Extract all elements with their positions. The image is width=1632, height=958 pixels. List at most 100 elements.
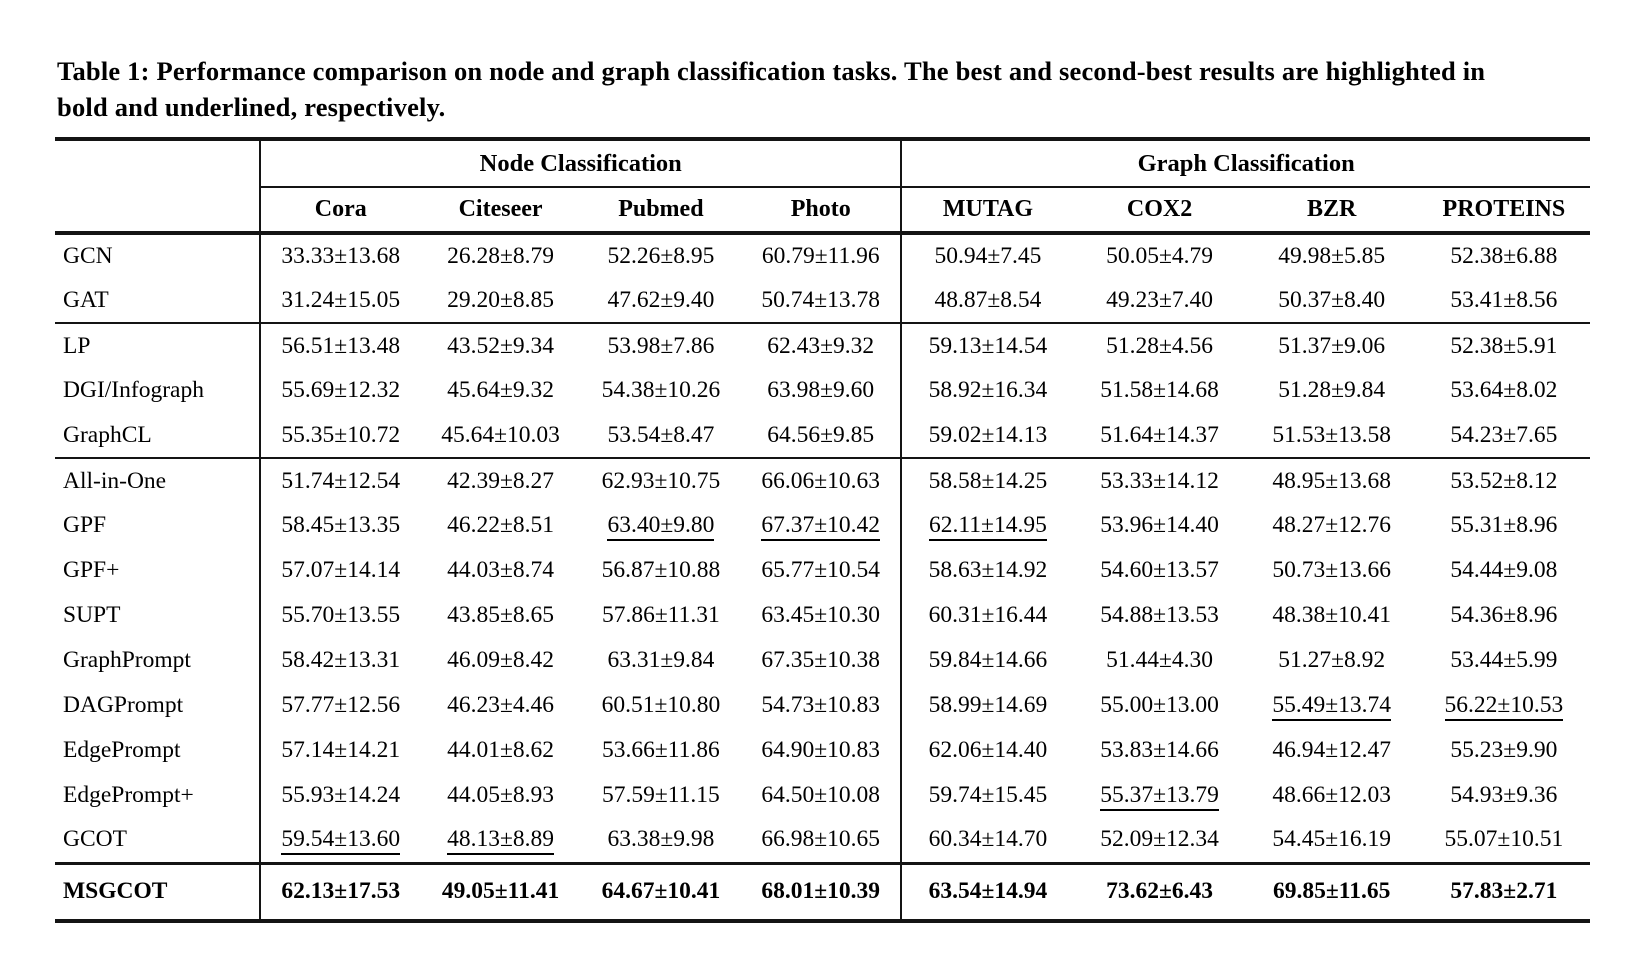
- cell-value: 53.52±8.12: [1450, 467, 1558, 494]
- cell-gpf-pubmed: 56.87±10.88: [581, 548, 741, 593]
- row-label-graphprompt: GraphPrompt: [63, 647, 191, 673]
- cell-value: 67.37±10.42: [761, 512, 881, 541]
- cell-value: 49.05±11.41: [441, 878, 560, 905]
- cell-msgcot-mutag: 63.54±14.94: [900, 863, 1074, 921]
- cell-value: 48.13±8.89: [447, 826, 555, 856]
- cell-gpf-bzr: 48.27±12.76: [1246, 503, 1418, 548]
- cell-graphcl-photo: 64.56±9.85: [741, 413, 901, 458]
- row-label-edgeprompt: EdgePrompt+: [63, 782, 194, 808]
- cell-value: 54.36±8.96: [1450, 602, 1558, 628]
- cell-value: 64.67±10.41: [601, 878, 721, 905]
- table-row-dgi-infograph: DGI/Infograph 55.69±12.32 45.64±9.32 54.38±…: [55, 368, 1590, 413]
- cell-gcn-proteins: 52.38±6.88: [1418, 233, 1590, 278]
- column-header-bzr: BZR: [1307, 196, 1357, 222]
- cell-value: 62.93±10.75: [601, 467, 721, 494]
- cell-value: 66.06±10.63: [761, 467, 881, 494]
- table-row-edgeprompt: EdgePrompt 57.14±14.21 44.01±8.62 53.66±11.…: [55, 728, 1590, 773]
- cell-gpf-bzr: 50.73±13.66: [1246, 548, 1418, 593]
- cell-edgeprompt-bzr: 48.66±12.03: [1246, 773, 1418, 818]
- row-label-gpf: GPF: [63, 512, 107, 538]
- cell-value: 63.98±9.60: [767, 377, 875, 403]
- cell-value: 67.35±10.38: [761, 647, 881, 673]
- cell-all-in-one-pubmed: 62.93±10.75: [581, 458, 741, 503]
- cell-value: 60.34±14.70: [928, 826, 1048, 853]
- cell-edgeprompt-photo: 64.50±10.08: [741, 773, 901, 818]
- cell-value: 65.77±10.54: [761, 557, 881, 583]
- cell-value: 54.60±13.57: [1100, 557, 1219, 583]
- cell-edgeprompt-pubmed: 57.59±11.15: [581, 773, 741, 818]
- cell-msgcot-bzr: 69.85±11.65: [1246, 863, 1418, 921]
- cell-value: 26.28±8.79: [447, 243, 555, 269]
- table-row-gcn: GCN 33.33±13.68 26.28±8.79 52.26±8.95 60.79±…: [55, 233, 1590, 278]
- row-label-supt: SUPT: [63, 602, 121, 628]
- cell-msgcot-citeseer: 49.05±11.41: [420, 863, 580, 921]
- cell-value: 44.03±8.74: [447, 557, 555, 583]
- row-group-1: GCN 33.33±13.68 26.28±8.79 52.26±8.95 60.79±…: [55, 233, 1590, 323]
- cell-value: 54.38±10.26: [601, 377, 721, 403]
- cell-value: 53.96±14.40: [1100, 512, 1219, 538]
- cell-gcn-photo: 60.79±11.96: [741, 233, 901, 278]
- cell-value: 57.07±14.14: [281, 557, 401, 583]
- cell-value: 48.66±12.03: [1272, 782, 1392, 808]
- cell-gcot-proteins: 55.07±10.51: [1418, 818, 1590, 863]
- cell-value: 57.77±12.56: [281, 692, 401, 718]
- cell-value: 48.95±13.68: [1272, 467, 1392, 494]
- cell-value: 50.74±13.78: [761, 286, 881, 313]
- cell-value: 56.22±10.53: [1444, 692, 1564, 721]
- row-label-gat: GAT: [63, 286, 109, 313]
- column-header-row: Cora Citeseer Pubmed Photo MUTAG COX2 BZ…: [55, 187, 1590, 233]
- cell-value: 55.49±13.74: [1272, 692, 1392, 721]
- cell-gat-citeseer: 29.20±8.85: [420, 278, 580, 323]
- cell-lp-citeseer: 43.52±9.34: [420, 323, 580, 368]
- cell-value: 47.62±9.40: [607, 286, 715, 313]
- cell-value: 63.38±9.98: [607, 826, 715, 853]
- table-header: Node Classification Graph Classification…: [55, 139, 1590, 233]
- cell-dagprompt-proteins: 56.22±10.53: [1418, 683, 1590, 728]
- cell-gcn-cox2: 50.05±4.79: [1074, 233, 1246, 278]
- column-header-mutag: MUTAG: [900, 187, 1074, 233]
- row-label-all-in-one: All-in-One: [63, 467, 167, 494]
- group-header-row: Node Classification Graph Classification: [55, 139, 1590, 188]
- cell-dagprompt-cox2: 55.00±13.00: [1074, 683, 1246, 728]
- cell-msgcot-proteins: 57.83±2.71: [1418, 863, 1590, 921]
- cell-dagprompt-bzr: 55.49±13.74: [1246, 683, 1418, 728]
- row-label-gcot: GCOT: [63, 826, 127, 853]
- cell-value: 58.92±16.34: [928, 377, 1048, 403]
- cell-value: 63.40±9.80: [607, 512, 715, 541]
- cell-supt-pubmed: 57.86±11.31: [581, 593, 741, 638]
- cell-graphprompt-photo: 67.35±10.38: [741, 638, 901, 683]
- cell-supt-photo: 63.45±10.30: [741, 593, 901, 638]
- cell-gpf-mutag: 62.11±14.95: [900, 503, 1074, 548]
- cell-value: 59.13±14.54: [928, 332, 1048, 359]
- cell-value: 59.54±13.60: [281, 826, 401, 856]
- cell-graphcl-proteins: 54.23±7.65: [1418, 413, 1590, 458]
- cell-edgeprompt-cora: 57.14±14.21: [259, 728, 421, 773]
- cell-value: 51.58±14.68: [1100, 377, 1219, 403]
- table-row-gpf: GPF 58.45±13.35 46.22±8.51 63.40±9.80 67.37±…: [55, 503, 1590, 548]
- cell-value: 68.01±10.39: [761, 878, 881, 905]
- cell-graphprompt-cora: 58.42±13.31: [259, 638, 421, 683]
- cell-lp-mutag: 59.13±14.54: [900, 323, 1074, 368]
- table-row-dagprompt: DAGPrompt 57.77±12.56 46.23±4.46 60.51±10.8…: [55, 683, 1590, 728]
- cell-value: 48.27±12.76: [1272, 512, 1392, 538]
- cell-value: 58.58±14.25: [928, 467, 1048, 494]
- cell-value: 45.64±9.32: [447, 377, 555, 403]
- cell-all-in-one-photo: 66.06±10.63: [741, 458, 901, 503]
- cell-edgeprompt-proteins: 55.23±9.90: [1418, 728, 1590, 773]
- cell-value: 45.64±10.03: [441, 421, 560, 448]
- cell-value: 29.20±8.85: [447, 286, 555, 313]
- cell-gcot-citeseer: 48.13±8.89: [420, 818, 580, 863]
- cell-value: 49.23±7.40: [1106, 286, 1214, 313]
- table-row-lp: LP 56.51±13.48 43.52±9.34 53.98±7.86 62.43±9…: [55, 323, 1590, 368]
- cell-value: 50.05±4.79: [1106, 243, 1214, 269]
- cell-value: 46.23±4.46: [447, 692, 555, 718]
- cell-graphcl-citeseer: 45.64±10.03: [420, 413, 580, 458]
- cell-dagprompt-citeseer: 46.23±4.46: [420, 683, 580, 728]
- cell-gat-proteins: 53.41±8.56: [1418, 278, 1590, 323]
- table-row-gpf: GPF+ 57.07±14.14 44.03±8.74 56.87±10.88 65.7…: [55, 548, 1590, 593]
- cell-all-in-one-cox2: 53.33±14.12: [1074, 458, 1246, 503]
- cell-gpf-mutag: 58.63±14.92: [900, 548, 1074, 593]
- cell-value: 43.52±9.34: [447, 332, 555, 359]
- cell-value: 64.56±9.85: [767, 421, 875, 448]
